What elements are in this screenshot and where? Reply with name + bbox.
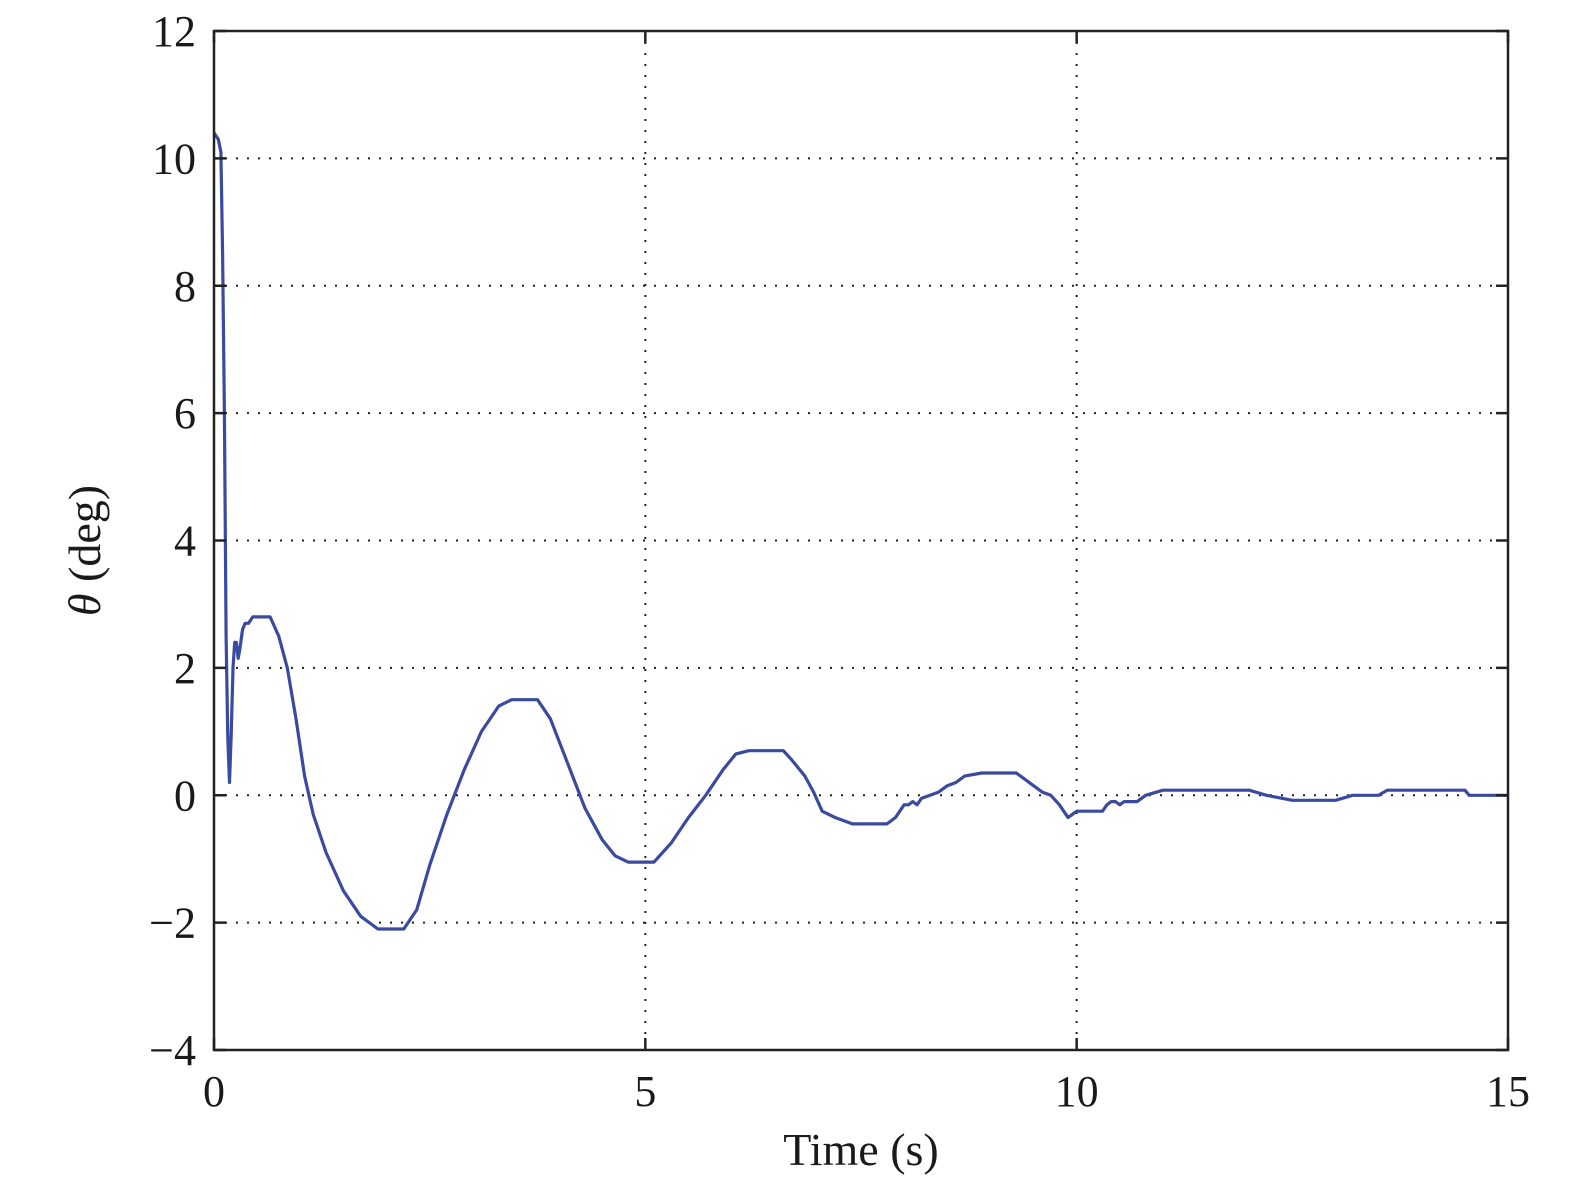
y-tick-label: −2	[149, 899, 196, 948]
series-layer	[212, 132, 1508, 931]
x-tick-label: 5	[634, 1067, 656, 1116]
y-axis-unit: (deg)	[59, 485, 110, 594]
y-tick-label: 4	[174, 517, 196, 566]
y-tick-label: 8	[174, 262, 196, 311]
y-axis-symbol: θ	[59, 593, 110, 616]
axis-ticks	[212, 29, 1510, 1052]
x-tick-label: 10	[1055, 1067, 1099, 1116]
x-tick-label: 15	[1486, 1067, 1530, 1116]
x-tick-label: 0	[203, 1067, 225, 1116]
y-axis-title: θ (deg)	[59, 485, 110, 616]
x-axis-title: Time (s)	[783, 1124, 939, 1175]
y-tick-label: 12	[152, 7, 196, 56]
tick-labels: 0 5 10 15 −4 −2 0 2 4 6 8 10 12	[149, 7, 1530, 1116]
y-tick-label: 10	[152, 134, 196, 183]
grid-lines	[214, 31, 1508, 1050]
y-tick-label: 6	[174, 389, 196, 438]
y-tick-label: 0	[174, 771, 196, 820]
y-tick-label: 2	[174, 644, 196, 693]
theta-series-line	[212, 132, 1508, 931]
y-tick-label: −4	[149, 1026, 196, 1075]
